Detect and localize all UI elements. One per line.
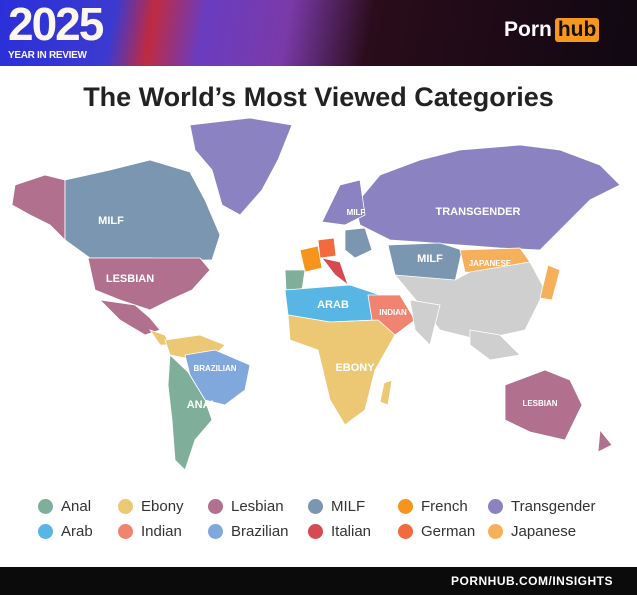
region-canada: [64, 159, 221, 261]
legend-swatch: [208, 499, 223, 514]
region-mexico: [98, 299, 161, 336]
region-scandinavia: [321, 179, 366, 226]
legend-swatch: [488, 499, 503, 514]
legend-label: Ebony: [141, 498, 184, 515]
legend-label: German: [421, 523, 476, 540]
legend-label: Italian: [331, 523, 372, 540]
legend-item: Brazilian: [208, 522, 308, 541]
legend-label: French: [421, 498, 468, 515]
legend-item: Arab: [38, 522, 118, 541]
world-map: MILF LESBIAN MILF TRANSGENDER MILF JAPANESE AR…: [11, 117, 621, 471]
page-title: The World’s Most Viewed Categories: [83, 82, 554, 112]
map-label: INDIAN: [379, 308, 407, 317]
legend-label: Brazilian: [231, 523, 289, 540]
region-germany: [317, 237, 337, 259]
region-alaska: [11, 174, 66, 241]
map-label: ARAB: [317, 299, 349, 311]
legend-label: Anal: [61, 498, 92, 515]
legend-swatch: [308, 499, 323, 514]
legend-swatch: [398, 524, 413, 539]
legend-swatch: [308, 524, 323, 539]
region-eastern-europe: [344, 227, 373, 259]
region-new-zealand: [597, 428, 613, 453]
legend-item: German: [398, 522, 488, 541]
footer-url: PORNHUB.COM/INSIGHTS: [450, 574, 613, 588]
region-africa-sub: [287, 314, 396, 426]
region-france: [299, 245, 323, 273]
legend-item: Transgender: [488, 497, 608, 516]
legend-swatch: [118, 499, 133, 514]
map-label: TRANSGENDER: [436, 206, 521, 218]
region-italy: [321, 257, 349, 287]
region-australia: [504, 369, 583, 441]
legend-item: MILF: [308, 497, 398, 516]
legend-label: Transgender: [511, 498, 596, 515]
map-label: ANAL: [187, 399, 218, 411]
legend-item: Ebony: [118, 497, 208, 516]
legend-swatch: [488, 524, 503, 539]
legend-item: Italian: [308, 522, 398, 541]
map-label: MILF: [347, 208, 366, 217]
map-label: MILF: [98, 215, 124, 227]
logo: Porn hub: [504, 18, 600, 42]
footer: PORNHUB.COM/INSIGHTS: [0, 567, 637, 595]
legend-swatch: [208, 524, 223, 539]
legend-swatch: [118, 524, 133, 539]
legend-swatch: [38, 524, 53, 539]
map-label: LESBIAN: [106, 273, 154, 285]
logo-badge: hub: [554, 18, 600, 42]
legend-swatch: [398, 499, 413, 514]
year-heading: 2025: [8, 0, 104, 50]
region-iberia: [284, 269, 306, 291]
region-usa: [87, 257, 211, 311]
map-label: MILF: [417, 253, 443, 265]
legend-item: Lesbian: [208, 497, 308, 516]
legend-label: Indian: [141, 523, 182, 540]
legend-item: Indian: [118, 522, 208, 541]
header-banner: 2025 YEAR IN REVIEW Porn hub: [0, 0, 637, 66]
region-greenland: [189, 117, 293, 216]
legend-swatch: [38, 499, 53, 514]
legend-label: Lesbian: [231, 498, 284, 515]
region-japan: [539, 264, 561, 301]
legend-item: Anal: [38, 497, 118, 516]
region-madagascar: [379, 379, 393, 406]
logo-text: Porn: [504, 18, 552, 41]
year-in-review-label: YEAR IN REVIEW: [8, 50, 87, 61]
map-label: JAPANESE: [469, 259, 512, 268]
legend-label: MILF: [331, 498, 366, 515]
region-south-america-south: [167, 354, 213, 471]
map-label: EBONY: [335, 362, 375, 374]
legend-item: French: [398, 497, 488, 516]
map-label: BRAZILIAN: [193, 364, 236, 373]
legend: Anal Ebony Lesbian MILF French Transgender Ara…: [38, 497, 608, 541]
region-se-asia: [469, 329, 521, 361]
legend-item: Japanese: [488, 522, 608, 541]
legend-label: Japanese: [511, 523, 577, 540]
region-india: [409, 299, 441, 346]
map-label: LESBIAN: [522, 399, 557, 408]
region-russia: [354, 144, 621, 251]
legend-label: Arab: [61, 523, 93, 540]
